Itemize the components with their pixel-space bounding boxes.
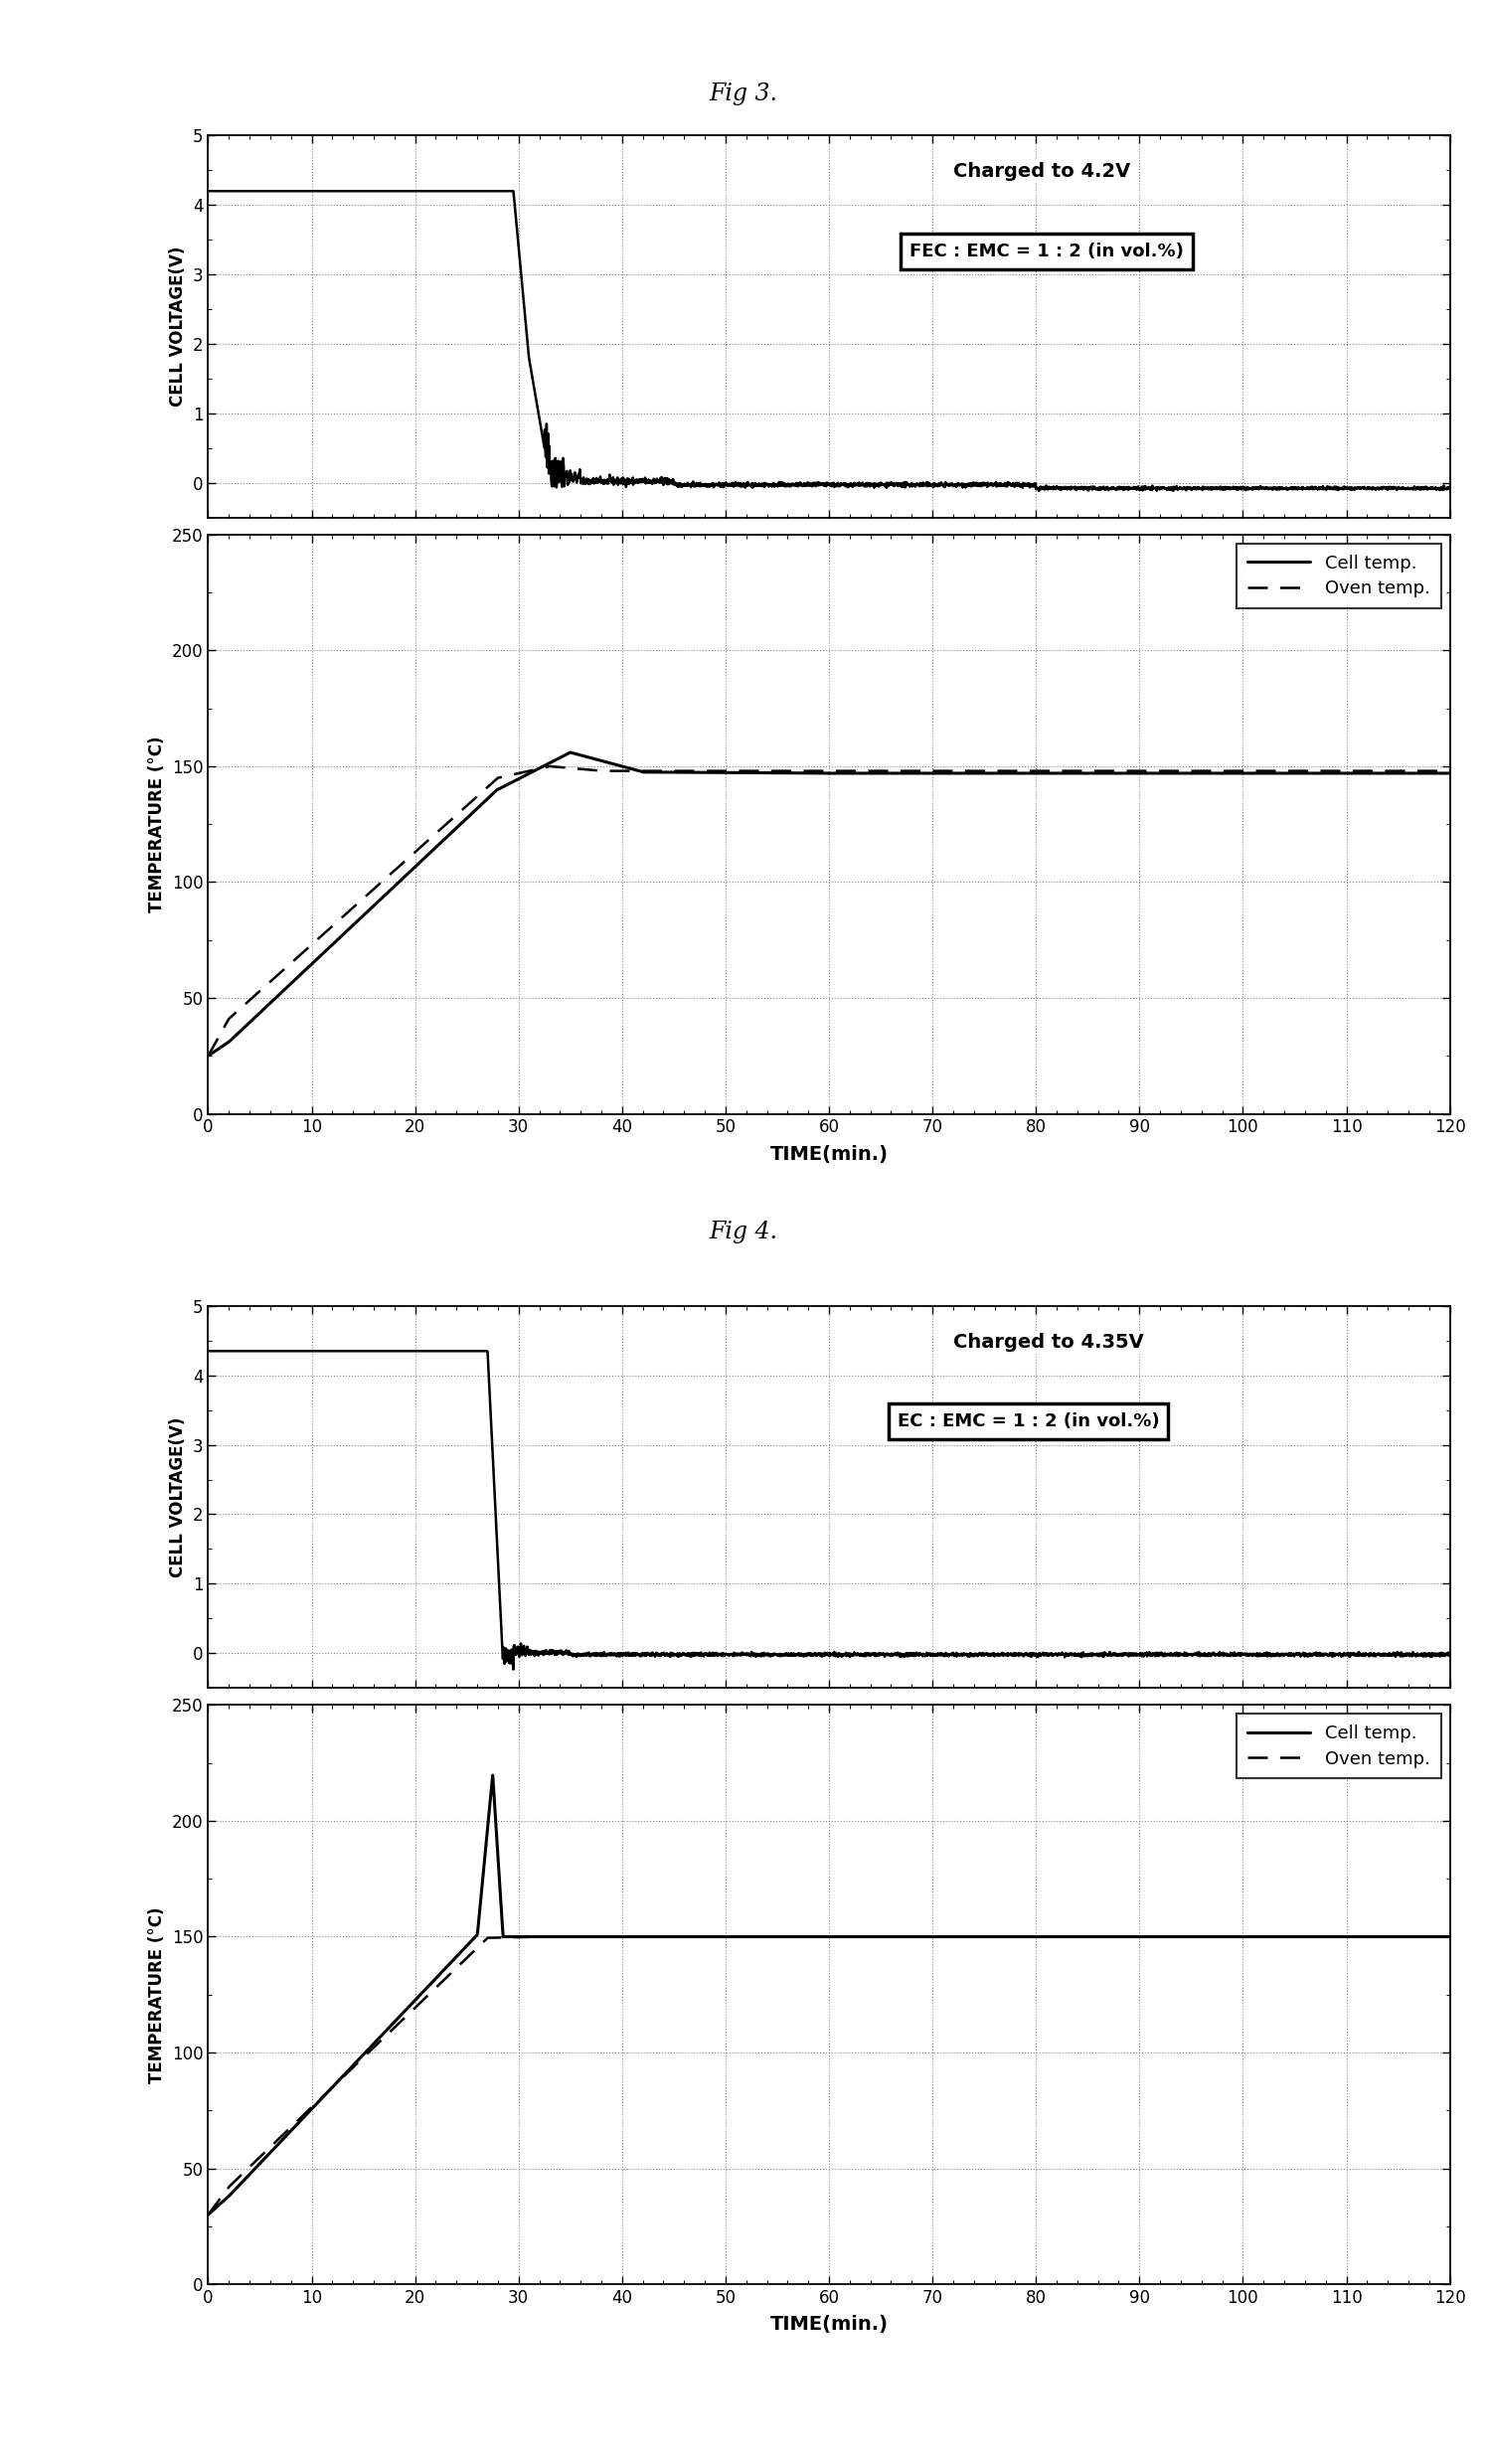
Y-axis label: TEMPERATURE (°C): TEMPERATURE (°C) [149,737,167,912]
X-axis label: TIME(min.): TIME(min.) [770,2316,888,2333]
Text: Fig 4.: Fig 4. [709,1220,778,1244]
Cell temp. [1178,759,1196,788]
Line: Cell temp.: Cell temp. [208,1774,1450,2215]
Cell temp. [263,988,281,1018]
Text: EC : EMC = 1 : 2 (in vol.%): EC : EMC = 1 : 2 (in vol.%) [897,1412,1160,1432]
Cell temp. [770,759,788,788]
Y-axis label: CELL VOLTAGE(V): CELL VOLTAGE(V) [170,246,187,407]
Cell temp. [199,2200,217,2230]
Oven temp. [1441,756,1459,786]
Cell temp. [1405,1922,1423,1951]
Oven temp. [263,2131,281,2161]
Oven temp. [199,1040,217,1069]
Text: Fig 3.: Fig 3. [709,81,778,106]
Oven temp. [541,752,559,781]
Cell temp. [483,1759,501,1789]
Oven temp. [1405,1922,1423,1951]
Y-axis label: TEMPERATURE (°C): TEMPERATURE (°C) [149,1907,167,2082]
Cell temp. [803,1922,821,1951]
Text: Charged to 4.2V: Charged to 4.2V [953,163,1130,182]
Cell temp. [199,1040,217,1069]
Text: Charged to 4.35V: Charged to 4.35V [953,1333,1144,1353]
Oven temp. [1441,1922,1459,1951]
Oven temp. [1405,1922,1423,1951]
Line: Oven temp.: Oven temp. [208,1937,1450,2215]
Oven temp. [531,1922,549,1951]
Cell temp. [263,2136,281,2166]
Oven temp. [803,1922,821,1951]
Line: Cell temp.: Cell temp. [208,752,1450,1055]
Cell temp. [1441,759,1459,788]
Line: Oven temp.: Oven temp. [208,766,1450,1055]
Oven temp. [770,756,788,786]
Cell temp. [1441,1922,1459,1951]
Cell temp. [1405,1922,1423,1951]
Oven temp. [1178,1922,1196,1951]
Oven temp. [199,2200,217,2230]
Oven temp. [263,966,281,995]
Cell temp. [1405,759,1423,788]
Cell temp. [803,759,821,788]
Legend: Cell temp., Oven temp.: Cell temp., Oven temp. [1237,1715,1441,1779]
Oven temp. [1178,756,1196,786]
Text: FEC : EMC = 1 : 2 (in vol.%): FEC : EMC = 1 : 2 (in vol.%) [910,241,1184,261]
Cell temp. [562,737,580,766]
Legend: Cell temp., Oven temp.: Cell temp., Oven temp. [1237,545,1441,609]
Y-axis label: CELL VOLTAGE(V): CELL VOLTAGE(V) [170,1417,187,1577]
Oven temp. [1405,756,1423,786]
Oven temp. [1405,756,1423,786]
Oven temp. [770,1922,788,1951]
Cell temp. [1178,1922,1196,1951]
Cell temp. [1405,759,1423,788]
Oven temp. [803,756,821,786]
Cell temp. [770,1922,788,1951]
X-axis label: TIME(min.): TIME(min.) [770,1146,888,1163]
